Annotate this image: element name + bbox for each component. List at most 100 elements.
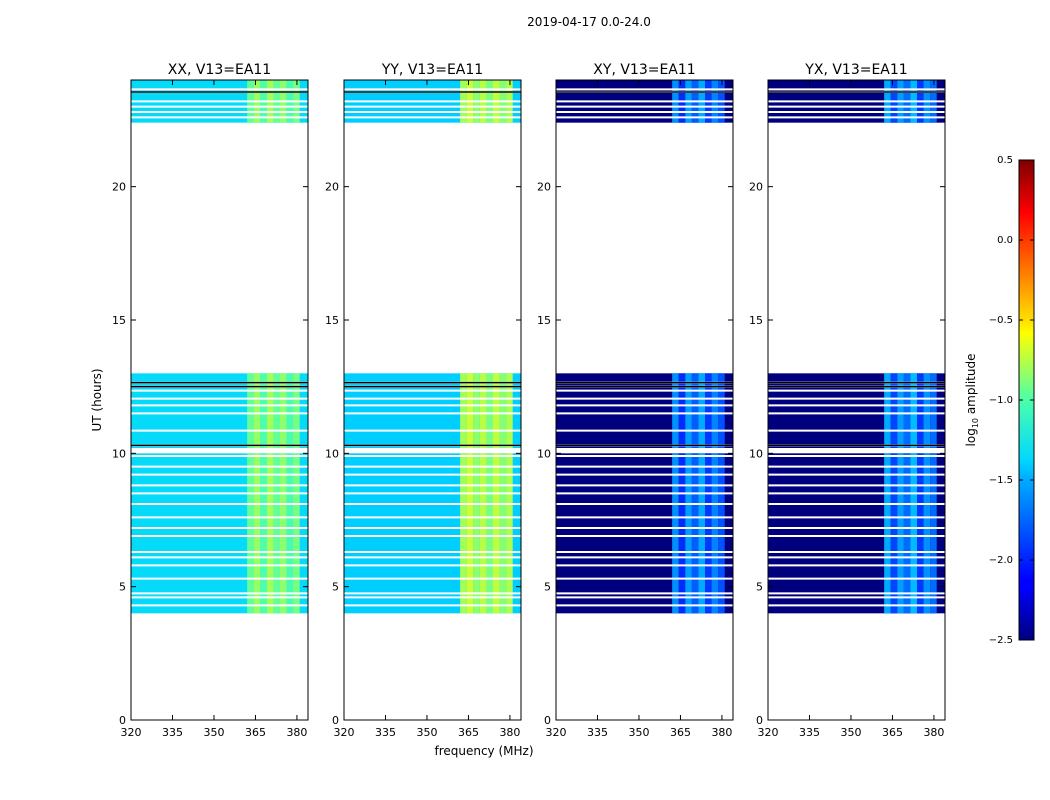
heatmap-band-column <box>930 453 937 614</box>
x-tick-label: 320 <box>334 726 355 739</box>
x-tick-label: 350 <box>628 726 649 739</box>
figure-suptitle: 2019-04-17 0.0-24.0 <box>527 15 651 29</box>
y-tick-label: 20 <box>325 181 339 194</box>
heatmap-band-column <box>473 453 480 614</box>
heatmap-band-column <box>890 373 898 448</box>
heatmap-band-column <box>253 453 261 614</box>
panel-2: YY, V13=EA11 320 335 350 365 380 0 5 10 15 20 <box>325 62 522 739</box>
colorbar-tick-label: 0.5 <box>997 155 1013 166</box>
y-tick-label: 0 <box>119 714 126 727</box>
heatmap-band-column <box>247 453 254 614</box>
x-tick-label: 365 <box>458 726 479 739</box>
heatmap-band-column <box>711 373 719 448</box>
y-tick-label: 10 <box>325 447 339 460</box>
heatmap-band-column <box>279 373 287 448</box>
panel-frame <box>767 79 946 721</box>
heatmap-band-column <box>903 453 911 614</box>
heatmap-band-column <box>685 373 692 448</box>
heatmap-band-column <box>704 373 712 448</box>
heatmap-band-column <box>506 373 513 448</box>
y-tick-label: 10 <box>112 447 126 460</box>
heatmap-band-column <box>672 373 679 448</box>
heatmap-band-column <box>678 453 686 614</box>
heatmap-band-column <box>279 453 287 614</box>
heatmap-band-column <box>492 373 500 448</box>
heatmap-band-column <box>930 373 937 448</box>
heatmap-band-column <box>266 373 274 448</box>
heatmap-band-column <box>506 453 513 614</box>
x-tick-label: 365 <box>245 726 266 739</box>
x-tick-label: 320 <box>121 726 142 739</box>
heatmap-band-column <box>466 373 474 448</box>
heatmap-band-column <box>910 453 917 614</box>
heatmap-band-column <box>286 453 294 614</box>
colorbar-tick-label: −0.5 <box>989 315 1013 326</box>
heatmap-band-column <box>903 373 911 448</box>
x-tick-label: 380 <box>711 726 732 739</box>
x-tick-label: 335 <box>162 726 183 739</box>
heatmap-band-column <box>678 373 686 448</box>
heatmap-band-column <box>691 453 699 614</box>
heatmap-band-column <box>260 373 267 448</box>
y-tick-label: 15 <box>749 314 763 327</box>
y-tick-label: 0 <box>756 714 763 727</box>
heatmap-band-column <box>691 373 699 448</box>
heatmap-band-column <box>897 453 904 614</box>
y-tick-label: 10 <box>537 447 551 460</box>
heatmap-band-column <box>718 373 725 448</box>
heatmap-band-column <box>253 373 261 448</box>
heatmap-band-column <box>473 373 480 448</box>
heatmap-band-column <box>890 453 898 614</box>
colorbar-label-log: log <box>964 428 978 446</box>
x-tick-label: 365 <box>670 726 691 739</box>
heatmap-band-column <box>247 373 254 448</box>
y-tick-label: 15 <box>537 314 551 327</box>
heatmap-band-column <box>884 373 891 448</box>
colorbar-tick-label: −2.0 <box>989 555 1013 566</box>
heatmap-band-column <box>460 453 467 614</box>
heatmap-band-column <box>260 453 267 614</box>
heatmap-band-column <box>698 373 705 448</box>
y-tick-label: 5 <box>756 581 763 594</box>
heatmap-band-column <box>698 453 705 614</box>
panel-title: XX, V13=EA11 <box>168 62 271 78</box>
y-tick-label: 5 <box>119 581 126 594</box>
heatmap-band-column <box>293 453 300 614</box>
x-tick-label: 320 <box>546 726 567 739</box>
panel-4: YX, V13=EA11 320 335 350 365 380 0 5 10 15 20 <box>749 62 946 739</box>
heatmap-band-column <box>923 373 931 448</box>
y-tick-label: 0 <box>544 714 551 727</box>
heatmap-band-column <box>704 453 712 614</box>
heatmap-band-column <box>897 373 904 448</box>
x-tick-label: 335 <box>799 726 820 739</box>
heatmap-band-column <box>486 453 493 614</box>
x-tick-label: 350 <box>840 726 861 739</box>
heatmap-band-column <box>916 453 924 614</box>
colorbar-tick-label: −1.0 <box>989 395 1013 406</box>
heatmap-band-column <box>273 453 280 614</box>
heatmap-band-column <box>711 453 719 614</box>
colorbar-label-subscript: 10 <box>971 418 980 428</box>
x-tick-label: 380 <box>286 726 307 739</box>
heatmap-band-column <box>499 373 507 448</box>
heatmap-band-column <box>718 453 725 614</box>
y-tick-label: 5 <box>332 581 339 594</box>
heatmap-band-column <box>479 453 487 614</box>
y-tick-label: 15 <box>325 314 339 327</box>
y-tick-label: 20 <box>537 181 551 194</box>
y-tick-label: 20 <box>112 181 126 194</box>
heatmap-band-column <box>672 453 679 614</box>
x-tick-label: 350 <box>416 726 437 739</box>
panel-title: YX, V13=EA11 <box>804 62 907 78</box>
x-tick-label: 335 <box>375 726 396 739</box>
heatmap-band-column <box>479 373 487 448</box>
heatmap-band-column <box>923 453 931 614</box>
x-tick-label: 380 <box>923 726 944 739</box>
y-tick-label: 10 <box>749 447 763 460</box>
y-tick-label: 5 <box>544 581 551 594</box>
y-tick-label: 20 <box>749 181 763 194</box>
panel-frame <box>343 79 522 721</box>
panel-title: YY, V13=EA11 <box>381 62 483 78</box>
x-tick-label: 365 <box>882 726 903 739</box>
